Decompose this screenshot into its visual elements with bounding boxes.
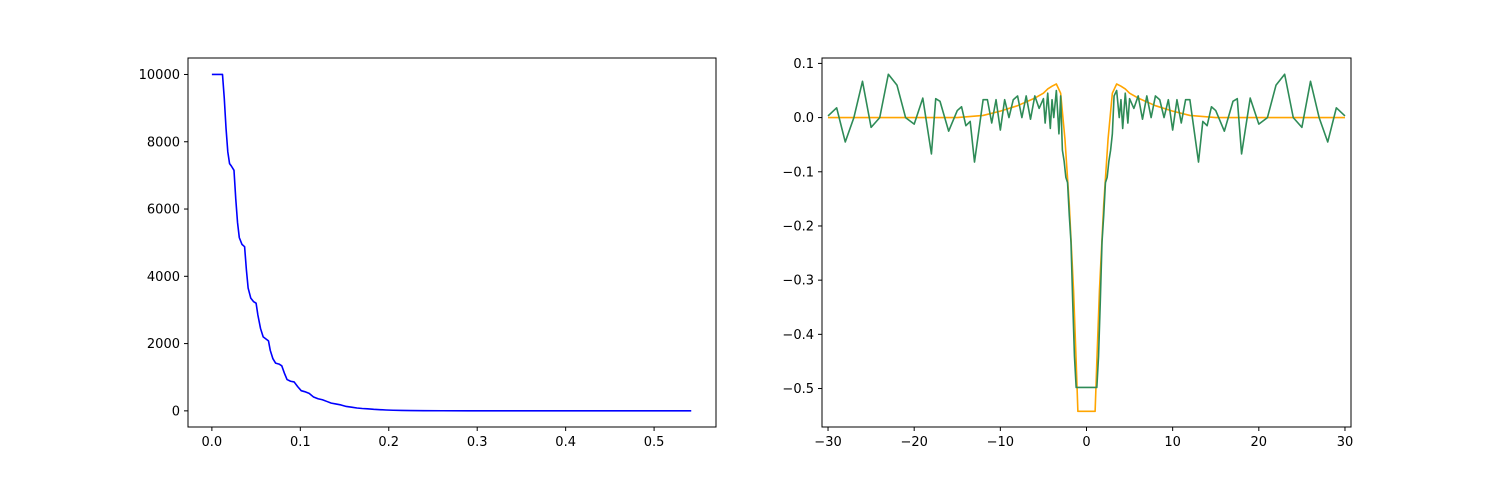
left-x-tick-label: 0.3 — [467, 435, 488, 450]
left-x-tick-label: 0.2 — [378, 435, 399, 450]
right-y-tick-label: −0.1 — [782, 165, 814, 180]
right-x-tick-label: 0 — [1082, 435, 1090, 450]
right-x-tick-label: −10 — [987, 435, 1014, 450]
left-x-tick-label: 0.1 — [290, 435, 311, 450]
right-x-tick-label: 20 — [1251, 435, 1268, 450]
right-y-tick-label: −0.4 — [782, 328, 814, 343]
left-y-tick-label: 10000 — [139, 68, 180, 83]
right-x-tick-label: 10 — [1164, 435, 1181, 450]
left-x-tick-label: 0.0 — [202, 435, 223, 450]
right-series-1-line — [827, 73, 1346, 389]
left-axes-frame — [187, 57, 717, 428]
left-y-tick-label: 4000 — [147, 270, 180, 285]
right-y-tick-label: 0.0 — [793, 111, 814, 126]
right-x-tick-label: 30 — [1337, 435, 1354, 450]
right-x-tick-label: −30 — [814, 435, 841, 450]
right-y-tick-label: −0.2 — [782, 219, 814, 234]
right-y-tick-label: −0.3 — [782, 274, 814, 289]
left-y-tick-label: 6000 — [147, 203, 180, 218]
left-y-tick-label: 8000 — [147, 135, 180, 150]
right-x-tick-label: −20 — [900, 435, 927, 450]
left-series-0-line — [211, 73, 692, 412]
right-series-0-line — [828, 83, 1345, 413]
right-chart-panel: −30 −20 −10 0 10 20 30 −0.5 −0.4 −0.3 −0.2 −0.1 0.0 0… — [782, 57, 1353, 450]
right-y-tick-label: −0.5 — [782, 382, 814, 397]
left-y-tick-label: 2000 — [147, 337, 180, 352]
left-y-tick-label: 0 — [172, 404, 180, 419]
left-chart-panel: 0.0 0.1 0.2 0.3 0.4 0.5 0 2000 4000 6000 8000 10000 — [139, 57, 717, 450]
left-x-tick-label: 0.4 — [555, 435, 576, 450]
left-x-tick-label: 0.5 — [644, 435, 665, 450]
right-y-tick-label: 0.1 — [793, 57, 814, 72]
